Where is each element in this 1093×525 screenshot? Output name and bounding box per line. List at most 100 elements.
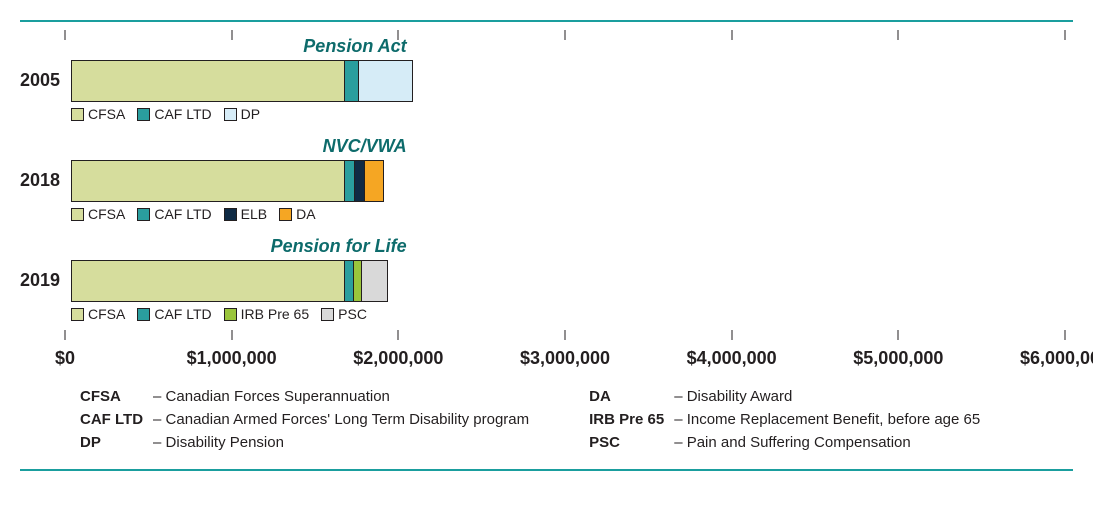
definition-row: PSC– Pain and Suffering Compensation [589, 434, 980, 457]
axis-label: $0 [55, 348, 75, 369]
axis-tick [231, 30, 232, 40]
bar-segment [362, 261, 387, 301]
axis-tick [565, 330, 566, 340]
mini-legend: CFSA CAF LTD ELB DA [71, 206, 316, 222]
definition-abbr: IRB Pre 65 [589, 411, 674, 434]
axis-label: $6,000,000 [1020, 348, 1093, 369]
definition-abbr: DA [589, 388, 674, 411]
bar-group: Pension for Life2019CFSACAF LTDIRB Pre 6… [65, 260, 1065, 302]
legend-label: CFSA [88, 206, 125, 222]
legend-swatch [224, 108, 237, 121]
legend-item: IRB Pre 65 [224, 306, 309, 322]
legend-item: CFSA [71, 206, 125, 222]
definition-abbr: CAF LTD [80, 411, 153, 434]
bar-track [71, 60, 413, 102]
axis-tick [65, 330, 66, 340]
definition-desc: – Pain and Suffering Compensation [674, 434, 980, 457]
legend-label: IRB Pre 65 [241, 306, 309, 322]
bar-track [71, 160, 384, 202]
bar-segment [72, 261, 345, 301]
legend-swatch [137, 308, 150, 321]
bar-group-title: Pension Act [303, 36, 406, 57]
axis-tick [731, 30, 732, 40]
definition-abbr: CFSA [80, 388, 153, 411]
mini-legend: CFSA CAF LTD IRB Pre 65 PSC [71, 306, 367, 322]
legend-item: ELB [224, 206, 267, 222]
axis-tick [731, 330, 732, 340]
legend-item: CFSA [71, 106, 125, 122]
legend-label: PSC [338, 306, 367, 322]
legend-item: CAF LTD [137, 106, 211, 122]
definition-abbr: PSC [589, 434, 674, 457]
legend-label: CFSA [88, 306, 125, 322]
legend-item: CAF LTD [137, 206, 211, 222]
bar-segment [72, 161, 345, 201]
axis-label: $4,000,000 [687, 348, 777, 369]
bar-group-title: Pension for Life [271, 236, 407, 257]
legend-swatch [224, 308, 237, 321]
definition-row: CAF LTD– Canadian Armed Forces' Long Ter… [80, 411, 529, 434]
bar-segment [354, 261, 362, 301]
bar-segment [359, 61, 412, 101]
legend-label: DP [241, 106, 260, 122]
bar-segment [72, 61, 345, 101]
definitions: CFSA– Canadian Forces SuperannuationCAF … [80, 388, 1073, 457]
axis-label: $5,000,000 [853, 348, 943, 369]
definition-desc: – Canadian Forces Superannuation [153, 388, 529, 411]
year-label: 2005 [20, 70, 65, 91]
bar-segment [355, 161, 365, 201]
definition-desc: – Canadian Armed Forces' Long Term Disab… [153, 411, 529, 434]
axis-label: $2,000,000 [353, 348, 443, 369]
definitions-col-2: DA– Disability AwardIRB Pre 65– Income R… [589, 388, 980, 457]
top-ticks [65, 30, 1065, 42]
legend-swatch [224, 208, 237, 221]
legend-swatch [137, 208, 150, 221]
legend-swatch [321, 308, 334, 321]
legend-label: CAF LTD [154, 206, 211, 222]
bottom-ticks [65, 330, 1065, 342]
legend-swatch [279, 208, 292, 221]
legend-item: PSC [321, 306, 367, 322]
axis-label: $1,000,000 [187, 348, 277, 369]
legend-item: CFSA [71, 306, 125, 322]
bar-segment [365, 161, 383, 201]
mini-legend: CFSA CAF LTD DP [71, 106, 260, 122]
plot-area: $0$1,000,000$2,000,000$3,000,000$4,000,0… [65, 30, 1065, 370]
legend-label: DA [296, 206, 315, 222]
bar-segment [345, 161, 355, 201]
year-label: 2018 [20, 170, 65, 191]
axis-tick [898, 330, 899, 340]
legend-item: DP [224, 106, 260, 122]
bar-track [71, 260, 388, 302]
axis-tick [231, 330, 232, 340]
legend-item: DA [279, 206, 315, 222]
axis-label: $3,000,000 [520, 348, 610, 369]
legend-label: CAF LTD [154, 106, 211, 122]
legend-item: CAF LTD [137, 306, 211, 322]
year-label: 2019 [20, 270, 65, 291]
bar-group: Pension Act2005CFSACAF LTDDP [65, 60, 1065, 102]
x-axis-labels: $0$1,000,000$2,000,000$3,000,000$4,000,0… [65, 348, 1065, 370]
definition-row: DP– Disability Pension [80, 434, 529, 457]
bar-row: 2005 [65, 60, 1065, 102]
axis-tick [1065, 330, 1066, 340]
definition-abbr: DP [80, 434, 153, 457]
legend-swatch [71, 208, 84, 221]
definition-desc: – Disability Award [674, 388, 980, 411]
bar-segment [345, 261, 353, 301]
legend-label: CFSA [88, 106, 125, 122]
axis-tick [398, 330, 399, 340]
legend-swatch [71, 308, 84, 321]
bar-row: 2019 [65, 260, 1065, 302]
legend-swatch [137, 108, 150, 121]
axis-tick [1065, 30, 1066, 40]
axis-tick [898, 30, 899, 40]
legend-label: ELB [241, 206, 267, 222]
definition-row: IRB Pre 65– Income Replacement Benefit, … [589, 411, 980, 434]
definition-row: CFSA– Canadian Forces Superannuation [80, 388, 529, 411]
definitions-col-1: CFSA– Canadian Forces SuperannuationCAF … [80, 388, 529, 457]
axis-tick [65, 30, 66, 40]
bar-group-title: NVC/VWA [323, 136, 407, 157]
chart-container: $0 $1,000,000 $2,000,000 $3,000,000 $4,000,0… [20, 20, 1073, 471]
definition-desc: – Disability Pension [153, 434, 529, 457]
